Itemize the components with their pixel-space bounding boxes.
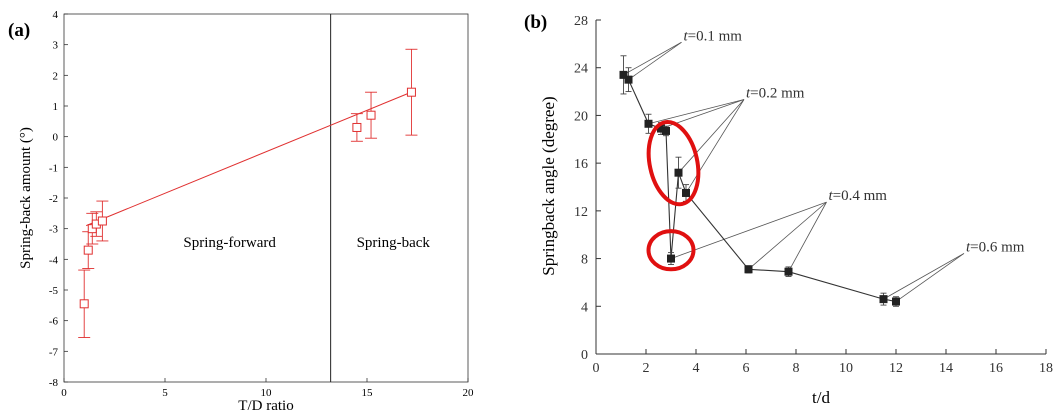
panel-a-y-tick-label: -3	[49, 224, 59, 236]
panel-a-y-tick-label: -4	[49, 254, 59, 266]
panel-b-y-ticks: 0 4 8 12 16 20 24 28	[574, 14, 601, 363]
panel-a-y-tick-label: 3	[53, 40, 59, 52]
panel-a-y-ticks: -8 -7 -6 -5 -4 -3 -2 -1 0 1 2 3 4	[49, 9, 68, 389]
annotation-leader-line	[623, 41, 682, 76]
panel-b-y-tick-label: 28	[574, 14, 588, 29]
annotation-leader-line	[648, 99, 745, 125]
panel-a-data-point	[406, 87, 416, 97]
panel-b-y-tick-label: 16	[574, 157, 588, 172]
panel-b-y-tick-label: 4	[581, 300, 588, 315]
panel-a-data-point	[79, 299, 89, 309]
panel-a-y-tick-label: 4	[53, 9, 59, 21]
panel-b-y-tick-label: 20	[574, 109, 588, 124]
panel-b-x-tick-label: 14	[939, 361, 953, 376]
panel-b-x-ticks: 0 2 4 6 8 10 12 14 16 18	[593, 349, 1053, 376]
panel-b-x-tick-label: 0	[593, 361, 600, 376]
panel-a-y-tick-label: -5	[49, 285, 59, 297]
panel-a-label: (a)	[8, 20, 30, 41]
panel-a-y-axis-label: Spring-back amount (°)	[18, 127, 34, 269]
panel-a-x-tick-label: 15	[362, 387, 374, 399]
panel-b-series-line	[623, 74, 897, 303]
panel-b-y-tick-label: 8	[581, 253, 588, 268]
panel-b-annotation-leaders	[623, 41, 965, 302]
panel-a-y-tick-label: 0	[53, 132, 59, 144]
panel-b-data-point	[784, 267, 793, 276]
panel-a-fit-line	[86, 93, 408, 227]
panel-b-x-tick-label: 8	[793, 361, 800, 376]
panel-a-data-point	[352, 122, 362, 132]
thickness-annotation: t=0.2 mm	[746, 86, 805, 102]
panel-a-points	[78, 48, 418, 338]
panel-b-label: (b)	[524, 12, 547, 33]
panel-b-data-point	[662, 126, 670, 135]
thickness-annotation: t=0.4 mm	[829, 188, 888, 204]
panel-b-data-point	[674, 168, 683, 177]
panel-b-data-point	[682, 188, 690, 197]
panel-b-data-point	[892, 297, 900, 306]
panel-b-data-point	[624, 75, 633, 84]
annotation-leader-line	[895, 253, 965, 302]
panel-b-annotations: t=0.1 mm t=0.2 mm t=0.4 mm t=0.6 mm	[684, 28, 1025, 255]
panel-a-x-tick-label: 10	[261, 387, 273, 399]
panel-b-x-tick-label: 16	[989, 361, 1003, 376]
panel-a-y-tick-label: -8	[49, 377, 59, 389]
panel-b-highlights	[646, 120, 701, 272]
annotation-leader-line	[628, 41, 682, 80]
panel-a-x-tick-label: 0	[61, 387, 67, 399]
panel-b-data-point	[644, 119, 653, 128]
panel-b-x-tick-label: 4	[693, 361, 700, 376]
annotation-leader-line	[678, 99, 745, 173]
panel-b-x-tick-label: 10	[839, 361, 853, 376]
panel-b-data-point	[657, 124, 665, 133]
panel-a-y-tick-label: -2	[49, 193, 58, 205]
panel-b-x-tick-label: 6	[743, 361, 750, 376]
thickness-annotation: t=0.1 mm	[684, 28, 743, 44]
panel-a-y-tick-label: 2	[53, 70, 59, 82]
panel-a-x-ticks: 0 5 10 15 20	[61, 378, 474, 399]
panel-b-y-tick-label: 12	[574, 205, 588, 220]
panel-a-data-point	[83, 245, 93, 255]
panel-b-x-tick-label: 12	[889, 361, 903, 376]
panel-a: (a) -8 -7 -6 -5 -4 -3 -2 -1 0 1 2 3 4 0 5 10 15 20 Sprin…	[8, 9, 474, 414]
panel-b-y-tick-label: 24	[574, 62, 588, 77]
panel-a-x-tick-label: 20	[463, 387, 475, 399]
annotation-leader-line	[748, 201, 827, 270]
panel-a-y-tick-label: -7	[49, 346, 59, 358]
panel-a-y-tick-label: -1	[49, 162, 58, 174]
panel-b-x-tick-label: 18	[1039, 361, 1053, 376]
highlight-ellipse	[646, 229, 696, 272]
annotation-leader-line	[788, 201, 827, 272]
panel-a-data-point	[97, 216, 107, 226]
panel-b-y-axis-label: Springback angle (degree)	[539, 96, 558, 275]
panel-b-y-tick-label: 0	[581, 348, 588, 363]
panel-a-x-tick-label: 5	[162, 387, 168, 399]
annotation-leader-line	[685, 99, 745, 194]
panel-a-data-point	[366, 110, 376, 120]
panel-a-x-axis-label: T/D ratio	[238, 398, 293, 414]
panel-b-x-axis-label: t/d	[812, 388, 830, 407]
panel-a-frame	[63, 13, 469, 383]
panel-b-points	[619, 55, 900, 307]
panel-a-y-tick-label: 1	[53, 101, 59, 113]
panel-b-data-point	[744, 265, 753, 274]
highlight-ellipse	[646, 120, 701, 207]
region-label-spring-forward: Spring-forward	[183, 235, 276, 251]
panel-a-y-tick-label: -6	[49, 316, 59, 328]
region-label-spring-back: Spring-back	[357, 235, 431, 251]
annotation-leader-line	[670, 201, 827, 259]
panel-b-x-tick-label: 2	[643, 361, 650, 376]
panel-b-data-point	[619, 70, 628, 79]
thickness-annotation: t=0.6 mm	[966, 239, 1025, 255]
panel-b-data-point	[667, 254, 675, 263]
panel-b-data-point	[879, 295, 888, 304]
annotation-leader-line	[883, 253, 965, 300]
